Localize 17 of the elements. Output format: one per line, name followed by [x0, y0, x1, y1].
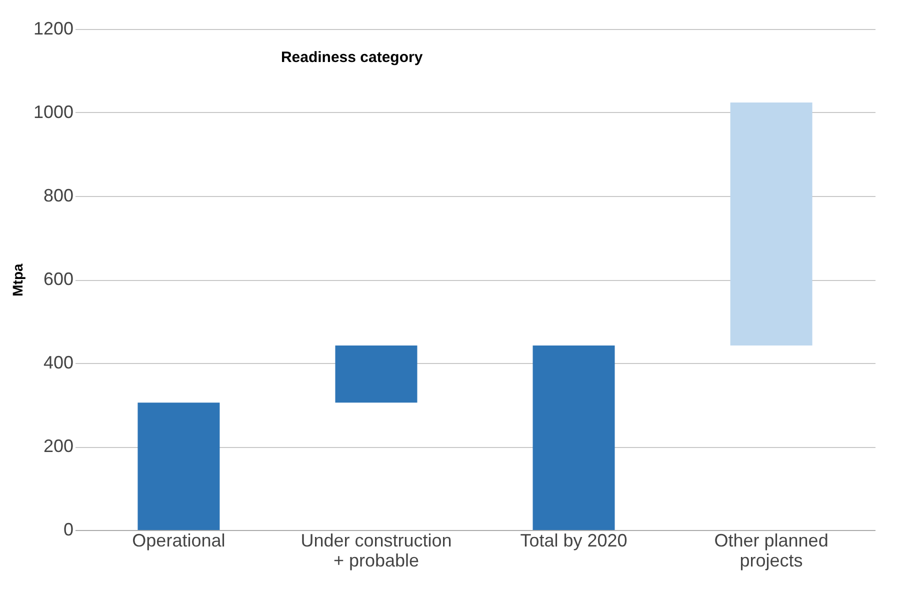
x-tick-label: Operational — [132, 530, 226, 550]
x-tick-label: Total by 2020 — [520, 530, 628, 550]
bar — [532, 345, 615, 530]
y-tick-label: 400 — [43, 352, 74, 372]
y-tick-label: 1200 — [33, 18, 74, 38]
y-tick-label: 0 — [63, 520, 74, 540]
y-tick-label: 600 — [43, 269, 74, 289]
bar — [335, 345, 418, 403]
bar — [138, 402, 220, 530]
y-tick-label: 1000 — [33, 102, 74, 122]
x-tick-label: Other planned projects — [714, 530, 828, 570]
y-tick-label: 200 — [43, 436, 74, 456]
bar — [730, 102, 812, 346]
text: Readiness category — [280, 49, 424, 66]
x-tick-label: Under construction + probable — [300, 530, 452, 570]
y-tick-label: 800 — [43, 186, 74, 206]
y-axis-title: Mtpa — [9, 263, 26, 296]
